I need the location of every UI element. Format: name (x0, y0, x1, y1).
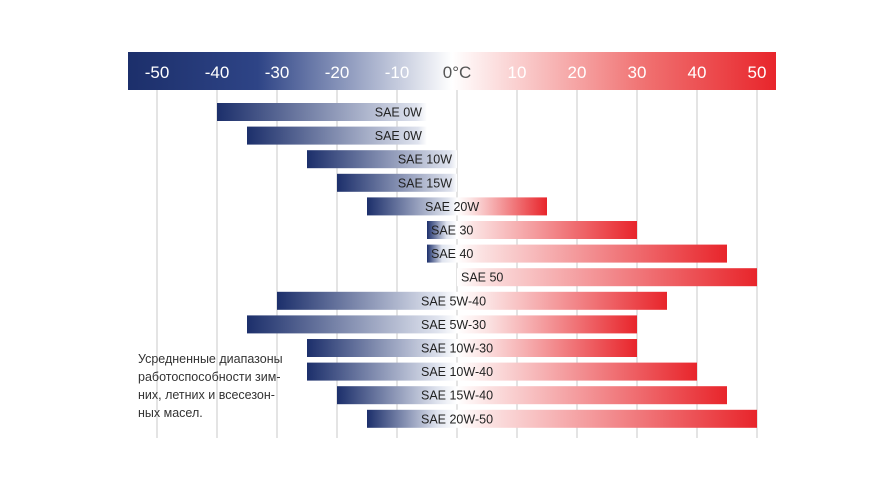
bar-label: SAE 0W (375, 106, 422, 120)
tick-label: 0°C (443, 63, 472, 82)
bar-label: SAE 50 (461, 271, 503, 285)
bar-sae-40 (427, 244, 727, 263)
bar-sae-30 (427, 221, 637, 239)
tick-label: 50 (748, 63, 767, 82)
bar-label: SAE 30 (431, 224, 473, 238)
bar-sae-10w-30 (307, 339, 637, 357)
bar-label: SAE 40 (431, 247, 473, 261)
tick-label: -50 (145, 63, 170, 82)
temperature-scale-bar (128, 52, 776, 90)
bar-sae-15w (337, 173, 457, 192)
annotation-line-4: ных масел. (138, 406, 203, 420)
bar-sae-15w-40 (337, 386, 727, 405)
tick-label: 10 (508, 63, 527, 82)
annotation-line-2: работоспособности зим- (138, 370, 281, 384)
bar-sae-5w-40 (277, 291, 667, 310)
bar-sae-0w (217, 103, 427, 121)
tick-label: 20 (568, 63, 587, 82)
bar-sae-5w-30 (247, 315, 637, 334)
bar-label: SAE 15W-40 (421, 389, 493, 403)
tick-label: -10 (385, 63, 410, 82)
bars-group: SAE 0W SAE 0W SAE 10W SAE 15W SAE 20W SAE 30 S… (217, 103, 757, 428)
bar-sae-20w-50 (367, 409, 757, 428)
bar-label: SAE 5W-30 (421, 318, 486, 332)
bar-sae-50 (457, 268, 757, 287)
tick-labels: -50 -40 -30 -20 -10 0°C 10 20 30 40 50 (145, 63, 767, 82)
bar-label: SAE 5W-40 (421, 294, 486, 308)
tick-label: 30 (628, 63, 647, 82)
tick-label: -20 (325, 63, 350, 82)
tick-label: 40 (688, 63, 707, 82)
tick-label: -30 (265, 63, 290, 82)
bar-label: SAE 0W (375, 129, 422, 143)
bar-sae-10w (307, 150, 457, 169)
bar-label: SAE 10W (398, 153, 452, 167)
bar-label: SAE 20W-50 (421, 412, 493, 426)
bar-sae-0w (247, 126, 427, 145)
bar-label: SAE 10W-30 (421, 342, 493, 356)
annotation-line-1: Усредненные диапазоны (138, 352, 283, 366)
bar-label: SAE 15W (398, 176, 452, 190)
tick-label: -40 (205, 63, 230, 82)
bar-sae-20w (367, 197, 547, 216)
bar-label: SAE 20W (425, 200, 479, 214)
bar-sae-10w-40 (307, 362, 697, 381)
annotation-line-3: них, летних и всесезон- (138, 388, 275, 402)
bar-label: SAE 10W-40 (421, 365, 493, 379)
